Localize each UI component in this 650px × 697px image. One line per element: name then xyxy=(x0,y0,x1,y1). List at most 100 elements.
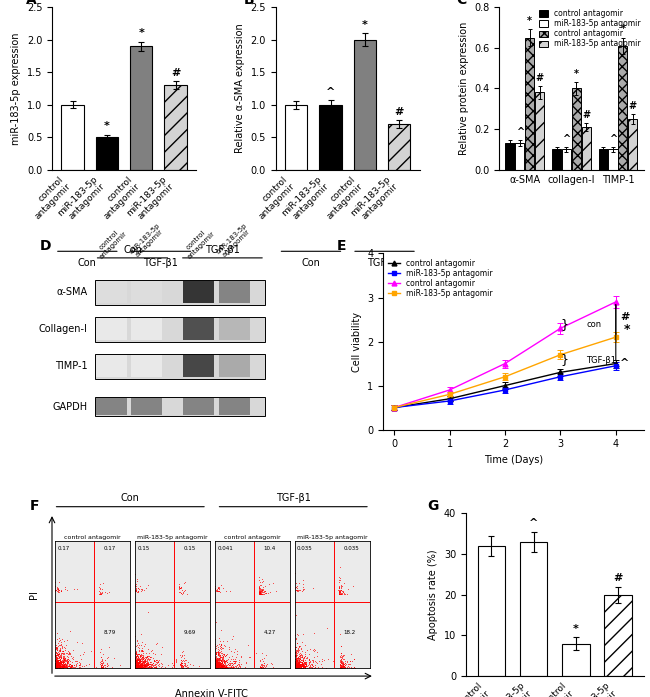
Point xyxy=(59,658,70,669)
Point xyxy=(151,657,161,668)
Point xyxy=(210,658,220,669)
Point xyxy=(300,662,310,673)
Text: *: * xyxy=(362,20,368,30)
Point xyxy=(290,654,300,665)
Point xyxy=(63,662,73,673)
Point xyxy=(292,659,302,671)
Point xyxy=(291,661,301,672)
Point xyxy=(224,659,234,671)
Point xyxy=(296,660,306,671)
Point xyxy=(214,583,224,594)
Point xyxy=(215,662,226,673)
Point xyxy=(338,661,348,672)
Point xyxy=(143,579,153,590)
Point xyxy=(347,655,358,666)
Point xyxy=(131,657,141,668)
Point xyxy=(138,654,149,665)
Point xyxy=(150,661,160,673)
Point xyxy=(96,661,107,673)
Point xyxy=(293,662,304,673)
Point xyxy=(135,655,145,666)
Point xyxy=(214,662,224,673)
Y-axis label: Relative protein expression: Relative protein expression xyxy=(459,22,469,155)
Point xyxy=(291,658,302,669)
Point xyxy=(291,609,302,620)
Point xyxy=(217,659,228,670)
Point xyxy=(55,653,65,664)
Point xyxy=(146,662,156,673)
Bar xyxy=(319,105,342,170)
Point xyxy=(138,658,149,669)
Point xyxy=(138,657,148,668)
Point xyxy=(291,661,302,672)
Text: }: } xyxy=(560,353,568,367)
Point xyxy=(292,661,303,673)
Point xyxy=(298,655,308,666)
Point xyxy=(142,651,152,662)
Point xyxy=(221,661,231,672)
Point xyxy=(63,656,73,667)
Point xyxy=(307,662,317,673)
Point xyxy=(296,659,306,671)
Text: 0.17: 0.17 xyxy=(104,546,116,551)
Point xyxy=(290,655,300,666)
Point xyxy=(133,641,144,652)
Point xyxy=(51,654,61,665)
Point xyxy=(255,584,265,595)
Point xyxy=(338,659,348,671)
Point xyxy=(291,645,302,656)
Point xyxy=(294,655,304,666)
Point xyxy=(133,657,143,668)
Point xyxy=(212,662,222,673)
Point xyxy=(293,655,304,666)
Point xyxy=(293,657,304,668)
Point xyxy=(212,647,222,658)
Point xyxy=(50,661,60,672)
Point xyxy=(57,661,67,673)
Point xyxy=(217,661,228,673)
Point xyxy=(216,661,226,672)
Point xyxy=(295,658,306,669)
Point xyxy=(54,657,64,668)
Point xyxy=(152,654,162,666)
Point xyxy=(94,582,105,593)
Point xyxy=(131,661,141,673)
Point xyxy=(136,660,147,671)
Point xyxy=(257,662,267,673)
Point xyxy=(149,654,159,666)
Point xyxy=(210,662,220,673)
Point xyxy=(336,641,346,652)
Point xyxy=(52,655,62,666)
Point xyxy=(134,659,144,671)
Point xyxy=(132,655,142,666)
Point xyxy=(58,659,69,670)
Point xyxy=(131,660,141,671)
Point xyxy=(57,657,67,668)
Point xyxy=(55,661,65,673)
Point xyxy=(291,654,302,665)
Text: PI: PI xyxy=(29,590,39,599)
Point xyxy=(67,652,77,664)
Point xyxy=(64,662,74,673)
Text: control
antagomir: control antagomir xyxy=(181,225,216,260)
Point xyxy=(313,661,323,673)
Point xyxy=(212,662,222,673)
Point xyxy=(56,648,66,659)
Point xyxy=(210,661,220,672)
Point xyxy=(220,656,230,667)
Point xyxy=(52,658,62,669)
Point xyxy=(293,659,304,670)
Point xyxy=(144,661,154,673)
Point xyxy=(290,657,300,668)
Point xyxy=(133,661,144,672)
Point xyxy=(55,661,66,673)
Point xyxy=(136,584,147,595)
Point xyxy=(298,659,309,671)
Point xyxy=(133,648,144,659)
Point xyxy=(240,661,250,673)
Point xyxy=(300,654,310,665)
Point xyxy=(131,585,141,597)
Point xyxy=(213,650,224,661)
Point xyxy=(292,662,303,673)
Point xyxy=(135,657,145,668)
